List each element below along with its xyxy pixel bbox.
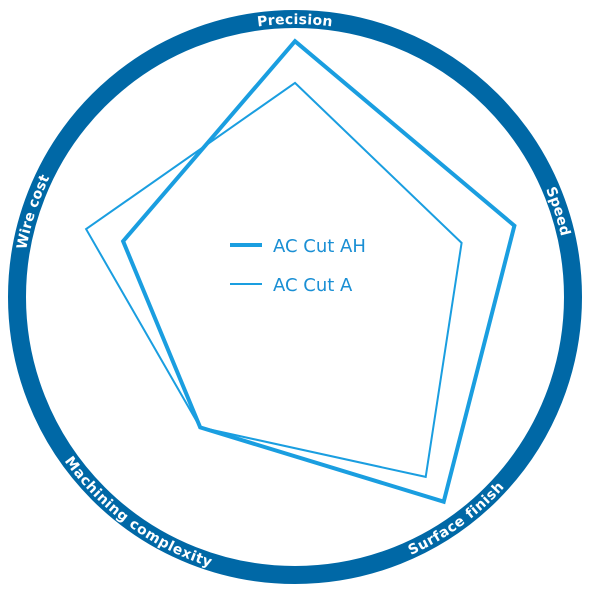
series-ac-cut-ah-polygon [120, 38, 517, 505]
series-layer [84, 38, 517, 505]
series-ac-cut-a-polygon [84, 81, 463, 479]
legend-label-ac-cut-a: AC Cut A [273, 275, 353, 296]
outer-ring [8, 10, 582, 584]
legend: AC Cut AH AC Cut A [230, 236, 366, 296]
axis-label-precision: Precision [256, 12, 333, 31]
axis-label-surface-finish: Surface finish [403, 477, 511, 564]
axis-label-machining-complexity: Machining complexity [52, 451, 218, 583]
axis-label-speed: Speed [542, 184, 574, 239]
legend-label-ac-cut-ah: AC Cut AH [273, 236, 366, 257]
